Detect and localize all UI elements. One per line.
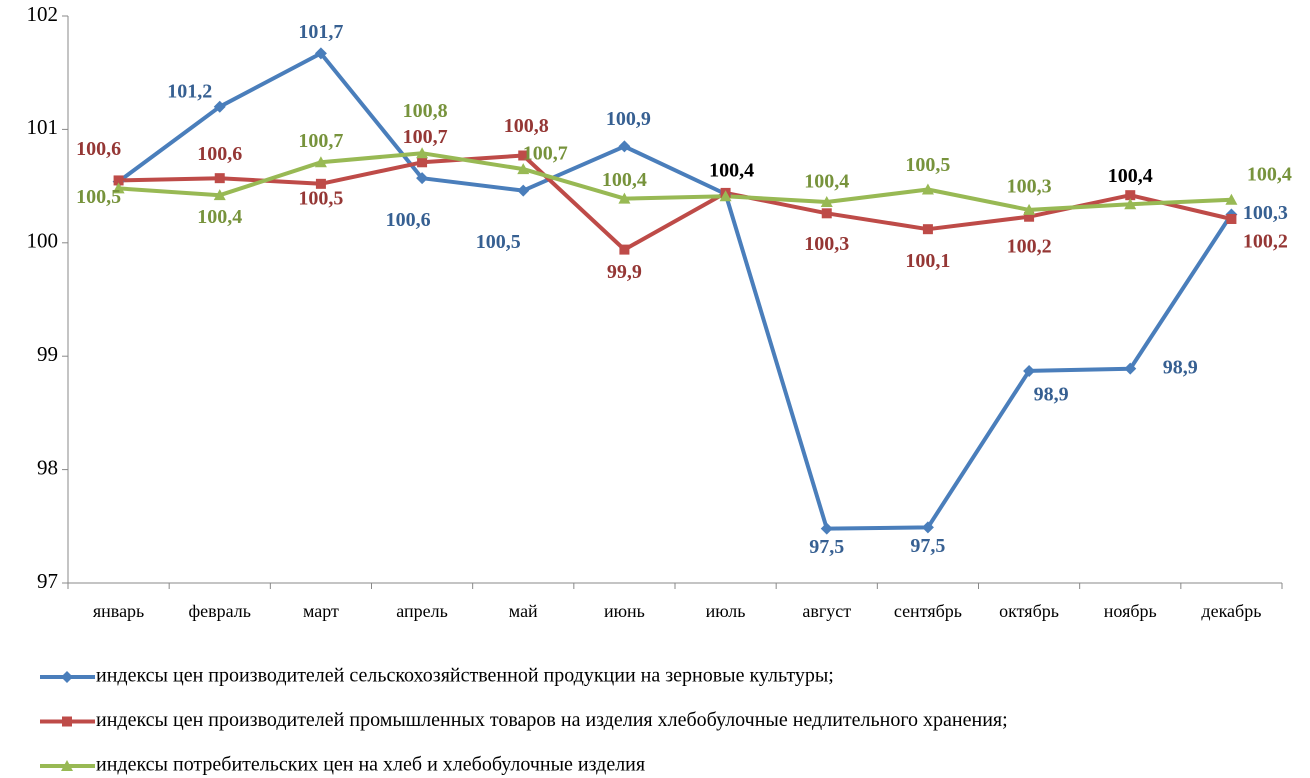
series-line <box>118 153 1232 252</box>
x-tick-label: июль <box>706 601 746 621</box>
marker <box>1226 213 1237 224</box>
marker <box>820 522 833 535</box>
marker <box>314 47 327 60</box>
x-tick-label: декабрь <box>1201 601 1261 621</box>
marker <box>922 224 933 235</box>
data-label: 100,6 <box>386 209 431 231</box>
data-label: 100,7 <box>403 126 448 148</box>
marker <box>61 671 73 683</box>
data-label: 101,2 <box>167 80 212 102</box>
data-label: 100,5 <box>905 154 950 176</box>
data-label: 97,5 <box>809 536 844 558</box>
marker <box>1024 211 1035 222</box>
data-label: 99,9 <box>607 261 642 283</box>
marker <box>618 140 631 153</box>
marker <box>719 190 732 202</box>
marker <box>921 183 934 195</box>
data-label: 100,4 <box>197 206 242 228</box>
x-tick-label: август <box>802 601 851 621</box>
data-label: 100,8 <box>504 115 549 137</box>
y-tick-label: 100 <box>27 229 59 253</box>
data-label: 100,9 <box>606 108 651 130</box>
data-label: 100,4 <box>709 160 754 182</box>
data-label: 100,1 <box>905 250 950 272</box>
data-label: 100,5 <box>76 186 121 208</box>
data-label: 101,7 <box>298 21 343 43</box>
marker <box>1023 364 1036 377</box>
data-label: 100,3 <box>1007 176 1052 198</box>
marker <box>921 521 934 534</box>
marker <box>416 172 429 185</box>
x-tick-label: март <box>303 601 339 621</box>
marker <box>315 178 326 189</box>
marker <box>213 189 226 201</box>
data-label: 100,3 <box>804 233 849 255</box>
legend-label: индексы цен производителей промышленных … <box>96 709 1008 731</box>
marker <box>821 208 832 219</box>
marker <box>517 184 530 197</box>
marker <box>618 192 631 204</box>
marker <box>214 173 225 184</box>
marker <box>113 175 124 186</box>
data-label: 100,2 <box>1007 235 1052 257</box>
y-tick-label: 102 <box>27 2 59 26</box>
marker <box>1225 193 1238 205</box>
x-tick-label: май <box>509 601 538 621</box>
marker <box>61 760 73 771</box>
data-label: 97,5 <box>910 535 945 557</box>
y-tick-label: 98 <box>37 455 58 479</box>
legend-label: индексы потребительских цен на хлеб и хл… <box>96 754 645 776</box>
data-label: 100,5 <box>476 231 521 253</box>
marker <box>1023 203 1036 215</box>
data-label: 100,6 <box>76 138 121 160</box>
marker <box>517 163 530 175</box>
marker <box>619 244 630 255</box>
data-label: 98,9 <box>1163 356 1198 378</box>
y-tick-label: 99 <box>37 342 58 366</box>
marker <box>62 716 72 727</box>
legend-label: индексы цен производителей сельскохозяйс… <box>96 665 834 687</box>
x-tick-label: июнь <box>604 601 645 621</box>
data-label: 100,5 <box>298 187 343 209</box>
y-tick-label: 101 <box>27 115 59 139</box>
data-label: 100,8 <box>403 100 448 122</box>
marker <box>820 195 833 207</box>
x-tick-label: апрель <box>396 601 448 621</box>
series-line <box>117 51 1234 531</box>
marker <box>416 147 429 159</box>
data-label: 100,7 <box>523 143 568 165</box>
data-label: 100,3 <box>1243 202 1288 224</box>
x-tick-label: ноябрь <box>1104 601 1157 621</box>
y-tick-label: 97 <box>37 569 58 593</box>
marker <box>1124 362 1137 375</box>
data-label: 100,4 <box>1247 163 1292 185</box>
x-tick-label: февраль <box>189 601 252 621</box>
data-label: 100,6 <box>197 143 242 165</box>
marker <box>417 157 428 168</box>
data-label: 100,4 <box>602 169 647 191</box>
x-tick-label: сентябрь <box>894 601 962 621</box>
marker <box>1125 190 1136 201</box>
x-tick-label: январь <box>93 601 144 621</box>
x-tick-label: октябрь <box>999 601 1059 621</box>
series-line <box>118 151 1232 212</box>
data-label: 100,4 <box>804 171 849 193</box>
data-label: 100,4 <box>1108 165 1153 187</box>
data-label: 100,7 <box>298 130 343 152</box>
data-label: 98,9 <box>1034 384 1069 406</box>
marker <box>314 156 327 168</box>
marker <box>112 182 125 194</box>
marker <box>213 100 226 113</box>
data-label: 100,2 <box>1243 231 1288 253</box>
marker <box>1124 198 1137 210</box>
marker <box>518 150 529 161</box>
